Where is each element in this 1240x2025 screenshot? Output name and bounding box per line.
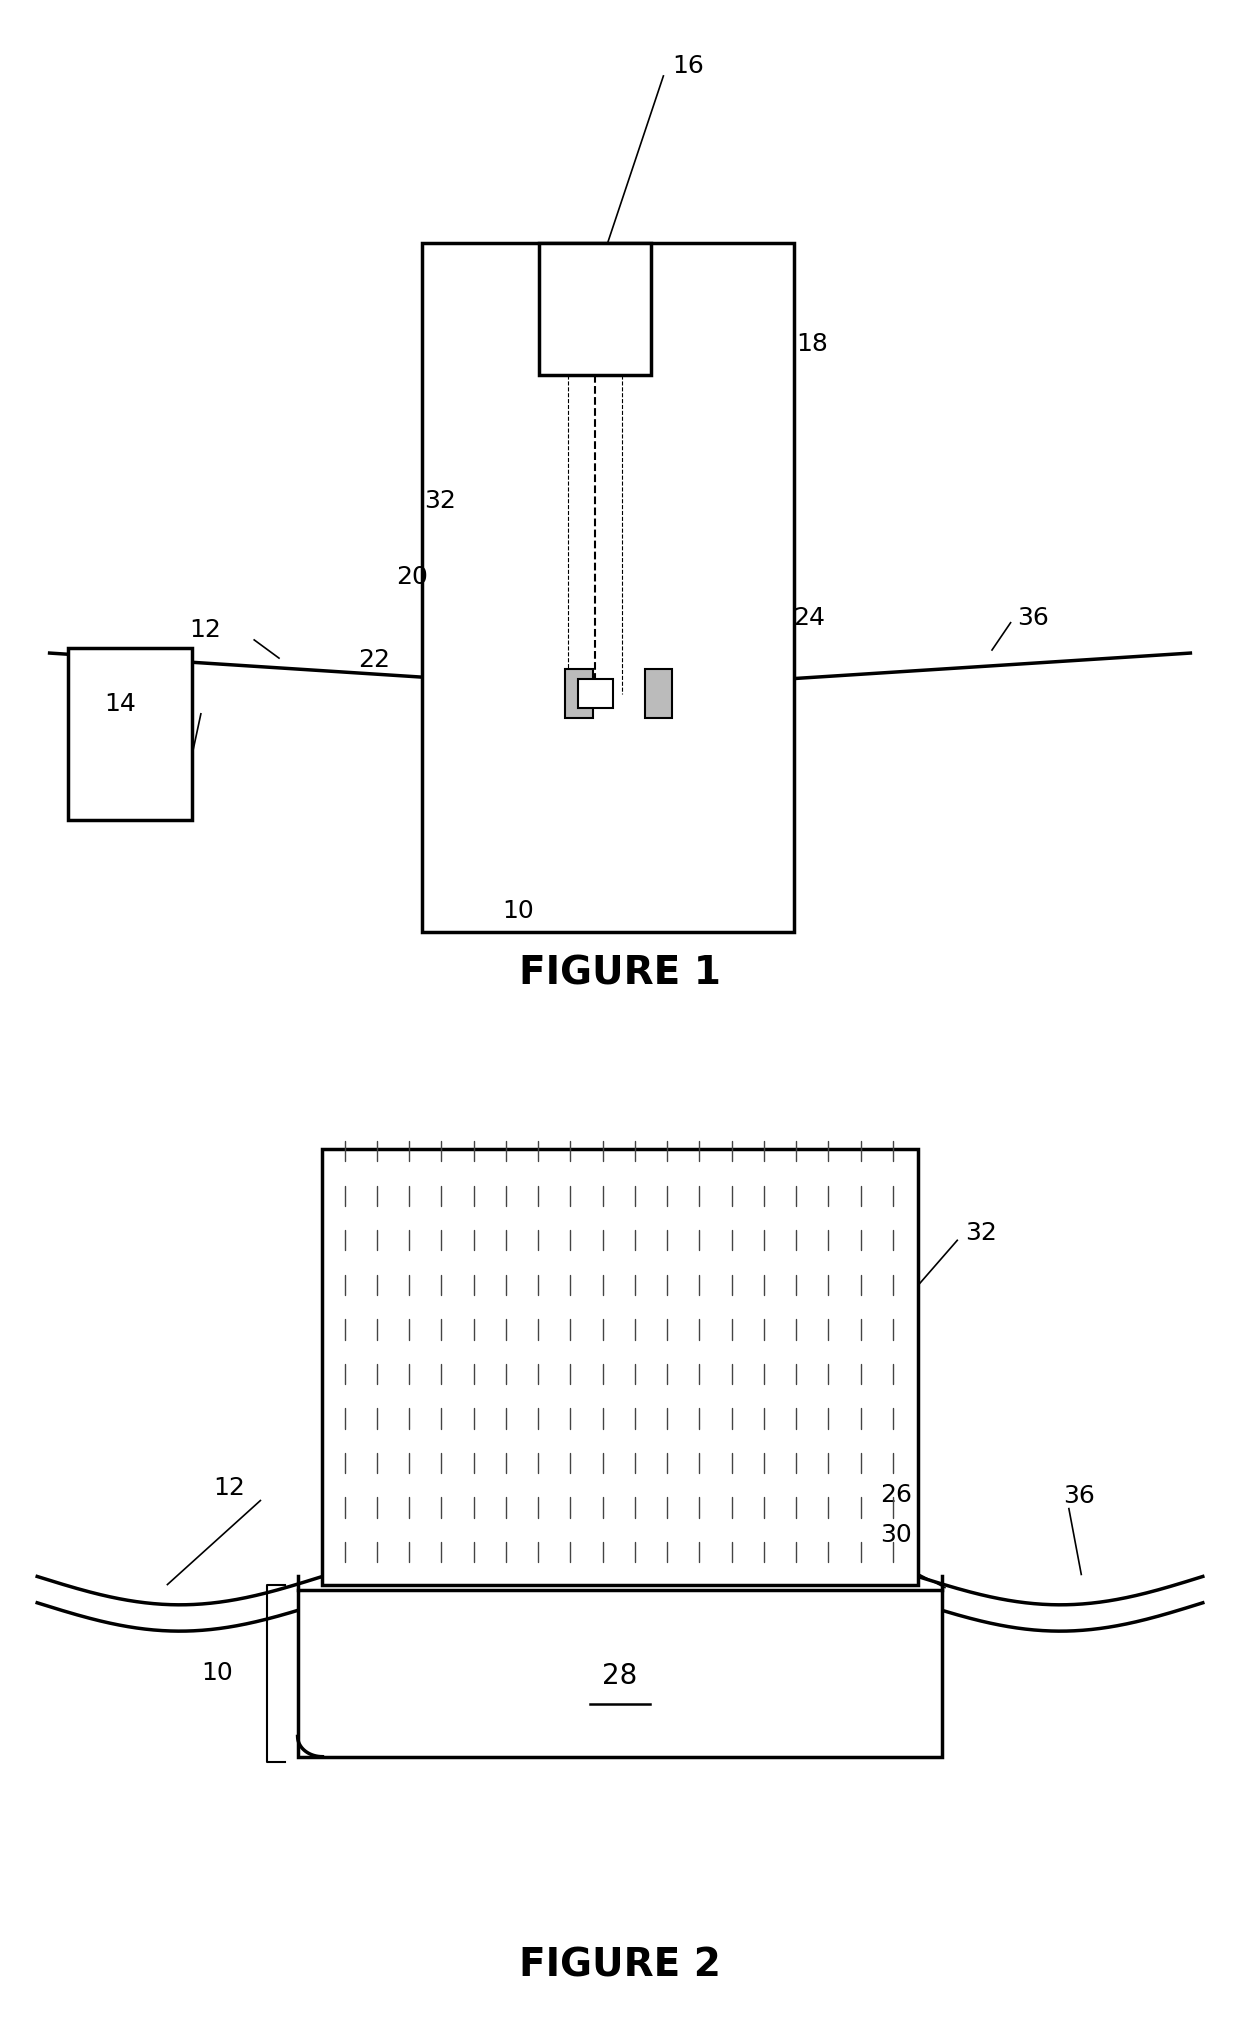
Bar — [298, 1590, 942, 1756]
Text: 18: 18 — [796, 332, 828, 356]
Text: 20: 20 — [396, 565, 428, 589]
Text: 10: 10 — [201, 1660, 233, 1685]
Text: 36: 36 — [1017, 605, 1049, 630]
Text: 30: 30 — [880, 1523, 913, 1547]
Text: FIGURE 2: FIGURE 2 — [520, 1946, 720, 1984]
Text: 32: 32 — [965, 1221, 997, 1245]
Text: 28: 28 — [603, 1663, 637, 1689]
Bar — [68, 648, 192, 820]
Text: 32: 32 — [424, 490, 456, 512]
Bar — [422, 243, 794, 932]
Text: 10: 10 — [502, 899, 534, 923]
Text: 12: 12 — [188, 618, 221, 642]
Bar — [578, 678, 613, 707]
Text: 26: 26 — [880, 1484, 913, 1507]
Bar — [645, 668, 672, 717]
Text: 24: 24 — [794, 605, 826, 630]
Bar — [565, 668, 593, 717]
Text: 12: 12 — [213, 1476, 246, 1501]
Text: 22: 22 — [358, 648, 391, 672]
Text: FIGURE 1: FIGURE 1 — [520, 954, 720, 992]
Bar — [322, 1150, 918, 1584]
Text: 36: 36 — [1063, 1484, 1095, 1509]
Text: 16: 16 — [672, 55, 704, 77]
Text: 14: 14 — [104, 693, 136, 715]
Bar — [539, 243, 651, 375]
